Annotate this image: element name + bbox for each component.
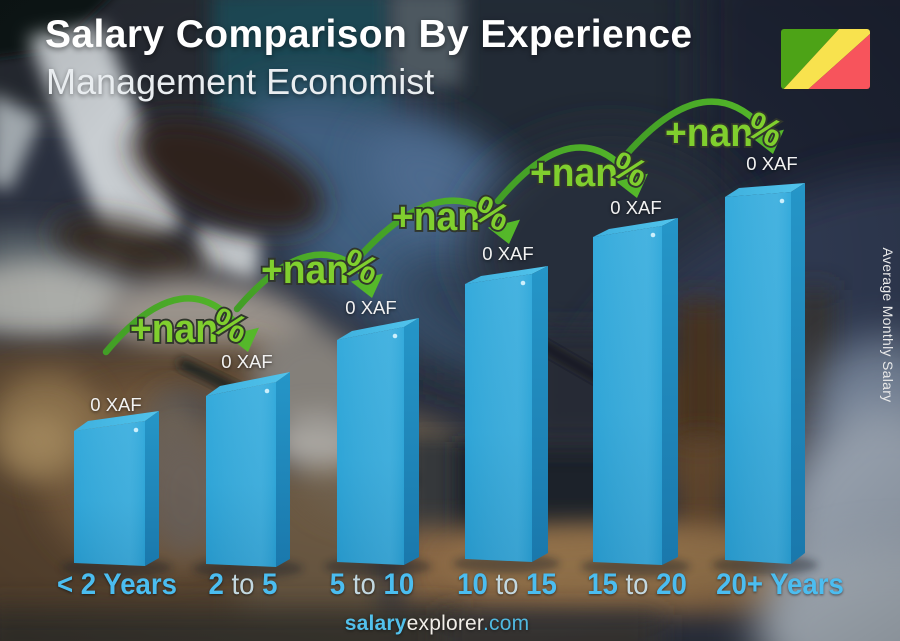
svg-text:+nan: +nan (392, 195, 480, 239)
svg-text:+nan: +nan (130, 307, 218, 351)
svg-text:+nan: +nan (261, 248, 349, 292)
svg-text:+nan: +nan (665, 111, 753, 155)
svg-text:+nan: +nan (530, 151, 618, 195)
